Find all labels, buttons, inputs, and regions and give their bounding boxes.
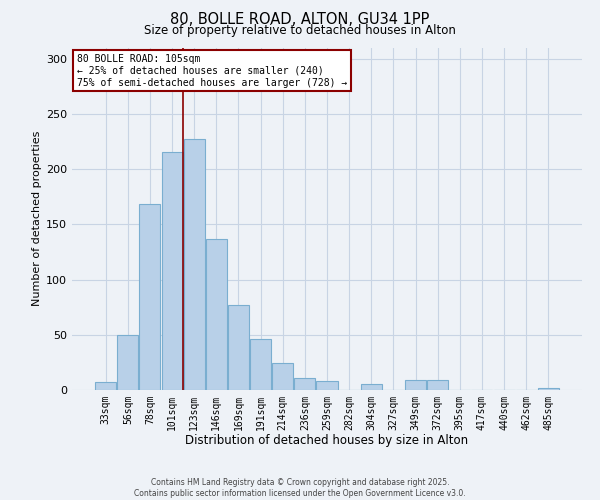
- Bar: [361, 384, 382, 390]
- Bar: [272, 364, 293, 390]
- X-axis label: Distribution of detached houses by size in Alton: Distribution of detached houses by size …: [185, 434, 469, 448]
- Bar: [118, 335, 139, 390]
- Text: 80, BOLLE ROAD, ALTON, GU34 1PP: 80, BOLLE ROAD, ALTON, GU34 1PP: [170, 12, 430, 28]
- Text: Size of property relative to detached houses in Alton: Size of property relative to detached ho…: [144, 24, 456, 37]
- Bar: [228, 305, 249, 390]
- Bar: [405, 380, 426, 390]
- Text: 80 BOLLE ROAD: 105sqm
← 25% of detached houses are smaller (240)
75% of semi-det: 80 BOLLE ROAD: 105sqm ← 25% of detached …: [77, 54, 347, 88]
- Bar: [295, 378, 316, 390]
- Bar: [95, 382, 116, 390]
- Bar: [206, 238, 227, 390]
- Bar: [184, 139, 205, 390]
- Bar: [316, 381, 338, 390]
- Bar: [538, 388, 559, 390]
- Bar: [250, 339, 271, 390]
- Text: Contains HM Land Registry data © Crown copyright and database right 2025.
Contai: Contains HM Land Registry data © Crown c…: [134, 478, 466, 498]
- Y-axis label: Number of detached properties: Number of detached properties: [32, 131, 42, 306]
- Bar: [427, 380, 448, 390]
- Bar: [139, 204, 160, 390]
- Bar: [161, 152, 182, 390]
